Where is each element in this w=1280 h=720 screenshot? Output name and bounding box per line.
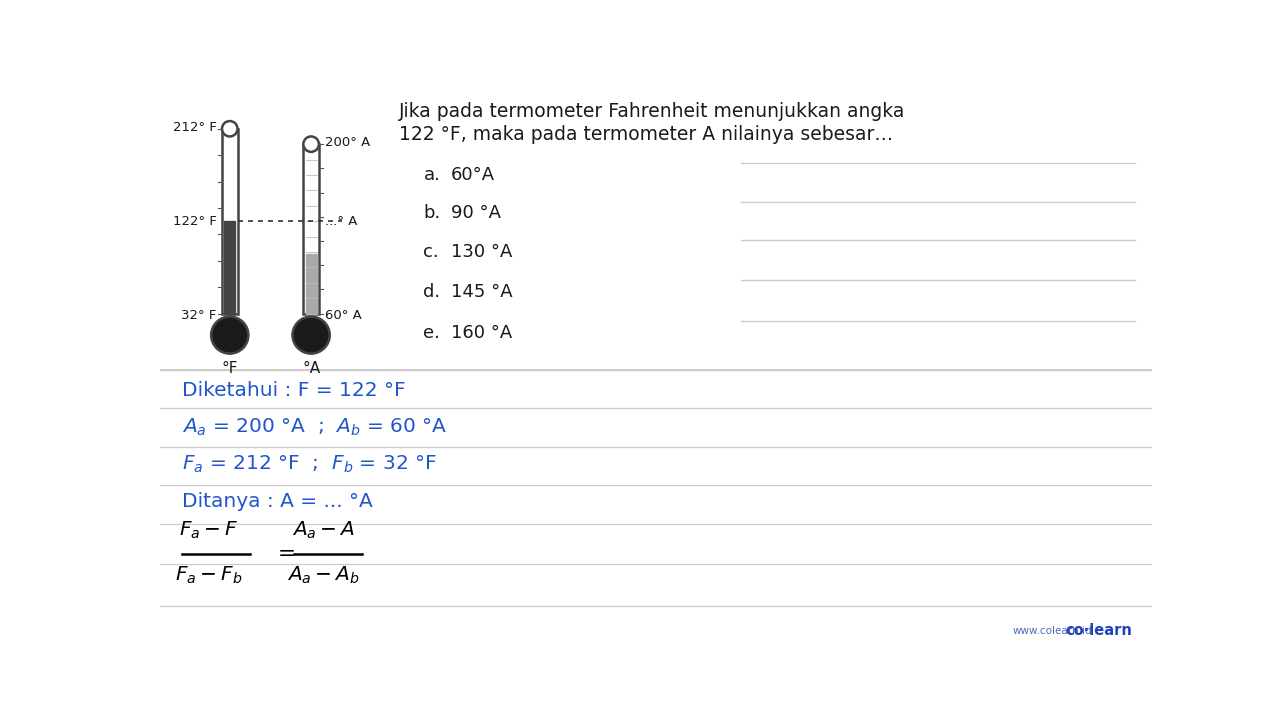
Text: co·learn: co·learn [1065, 624, 1132, 639]
Text: $A_a$: $A_a$ [182, 417, 206, 438]
Circle shape [211, 317, 248, 354]
Text: $F_a - F$: $F_a - F$ [179, 520, 238, 541]
Text: Diketahui : F = 122 °F: Diketahui : F = 122 °F [182, 381, 406, 400]
Text: ...° A: ...° A [325, 215, 357, 228]
Text: $A_a - A$: $A_a - A$ [292, 520, 355, 541]
Text: 122 °F, maka pada termometer A nilainya sebesar…: 122 °F, maka pada termometer A nilainya … [398, 125, 893, 143]
Circle shape [293, 317, 330, 354]
Bar [303, 144, 319, 313]
Text: 60° A: 60° A [325, 309, 362, 322]
Text: a.: a. [424, 166, 440, 184]
Text: b.: b. [424, 204, 440, 222]
Text: $F_a - F_b$: $F_a - F_b$ [175, 564, 242, 586]
Text: c.: c. [424, 243, 439, 261]
Text: Jika pada termometer Fahrenheit menunjukkan angka: Jika pada termometer Fahrenheit menunjuk… [398, 102, 905, 120]
Text: °F: °F [221, 361, 238, 377]
Text: = 212 °F  ;  $F_b$ = 32 °F: = 212 °F ; $F_b$ = 32 °F [204, 454, 436, 475]
Text: 212° F: 212° F [173, 121, 216, 134]
Text: 90 °A: 90 °A [451, 204, 500, 222]
Text: e.: e. [424, 324, 440, 342]
Bar [224, 221, 236, 313]
Text: 32° F: 32° F [182, 309, 216, 322]
Text: =: = [278, 544, 296, 564]
Text: °A: °A [302, 361, 320, 377]
Text: 200° A: 200° A [325, 136, 370, 149]
Text: www.colearn.id: www.colearn.id [1012, 626, 1092, 636]
Text: $F_a$: $F_a$ [182, 454, 204, 475]
Circle shape [303, 137, 319, 152]
Text: 130 °A: 130 °A [451, 243, 512, 261]
Text: 60°A: 60°A [451, 166, 495, 184]
Text: 145 °A: 145 °A [451, 283, 512, 301]
Text: 160 °A: 160 °A [451, 324, 512, 342]
Text: 122° F: 122° F [173, 215, 216, 228]
Bar [306, 254, 316, 313]
Text: $A_a - A_b$: $A_a - A_b$ [287, 564, 360, 586]
Text: Ditanya : A = ... °A: Ditanya : A = ... °A [182, 492, 372, 511]
Text: = 200 °A  ;  $A_b$ = 60 °A: = 200 °A ; $A_b$ = 60 °A [206, 417, 448, 438]
Circle shape [221, 121, 238, 137]
Text: d.: d. [424, 283, 440, 301]
Bar [221, 129, 238, 313]
